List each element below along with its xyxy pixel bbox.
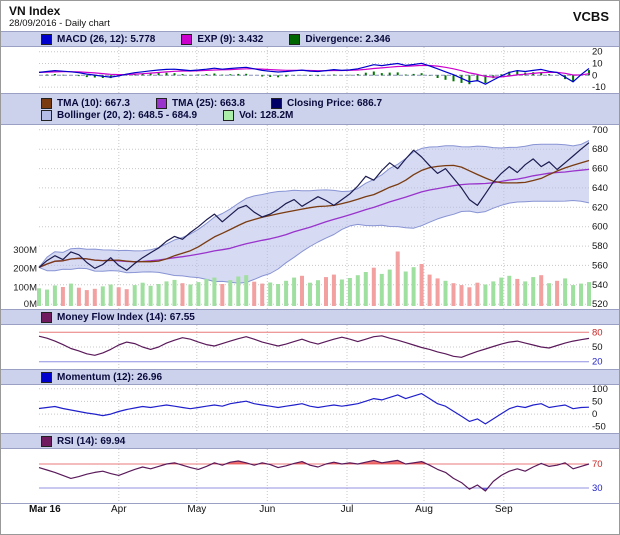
bollinger-legend-label: Bollinger (20, 2): 648.5 - 684.9: [57, 109, 198, 121]
tma10-swatch-icon: [41, 97, 52, 109]
divergence-legend-label: Divergence: 2.346: [305, 33, 391, 45]
price-legend: TMA (10): 667.3 TMA (25): 663.8 Closing …: [1, 93, 619, 125]
svg-text:0M: 0M: [24, 299, 37, 309]
closing-price-swatch-icon: [270, 97, 282, 109]
volume-legend-item: Vol: 128.2M: [223, 109, 294, 121]
svg-text:580: 580: [592, 241, 608, 252]
volume-swatch-icon: [223, 109, 235, 121]
svg-text:700: 700: [592, 125, 608, 136]
tma25-swatch-icon: [155, 97, 167, 109]
momentum-legend-item: Momentum (12): 26.96: [41, 371, 163, 383]
svg-text:80: 80: [592, 327, 603, 338]
svg-text:10: 10: [592, 59, 603, 70]
divergence-legend-item: Divergence: 2.346: [289, 33, 391, 45]
exp-legend-label: EXP (9): 3.432: [197, 33, 264, 45]
x-label-may: May: [187, 504, 207, 515]
momentum-legend: Momentum (12): 26.96: [1, 369, 619, 385]
rsi-plot: 70 30: [1, 449, 619, 504]
svg-text:50: 50: [592, 342, 603, 353]
svg-text:20: 20: [592, 357, 603, 368]
rsi-legend-label: RSI (14): 69.94: [57, 435, 126, 447]
macd-legend-label: MACD (26, 12): 5.778: [57, 33, 156, 45]
macd-legend: MACD (26, 12): 5.778 EXP (9): 3.432 Dive…: [1, 31, 619, 47]
bollinger-legend-item: Bollinger (20, 2): 648.5 - 684.9: [41, 109, 198, 121]
svg-text:-10: -10: [592, 82, 606, 93]
svg-text:560: 560: [592, 260, 608, 271]
svg-text:30: 30: [592, 483, 603, 494]
x-label-sep: Sep: [494, 504, 513, 515]
svg-text:20: 20: [592, 47, 603, 58]
x-label-apr: Apr: [110, 504, 127, 515]
x-label-mar: Mar 16: [29, 504, 61, 515]
svg-text:100: 100: [592, 385, 608, 395]
tma10-legend-label: TMA (10): 667.3: [57, 97, 130, 109]
svg-text:100M: 100M: [13, 282, 37, 293]
tma25-legend-label: TMA (25): 663.8: [171, 97, 245, 109]
macd-swatch-icon: [41, 33, 52, 45]
x-label-jun: Jun: [259, 504, 276, 515]
svg-text:70: 70: [592, 459, 603, 470]
svg-text:520: 520: [592, 299, 608, 309]
mfi-plot: 80 50 20: [38, 325, 603, 369]
tma25-legend-item: TMA (25): 663.8: [155, 97, 245, 109]
momentum-swatch-icon: [41, 371, 52, 383]
exp-legend-item: EXP (9): 3.432: [181, 33, 264, 45]
svg-text:50: 50: [592, 396, 603, 407]
svg-text:-50: -50: [592, 422, 606, 433]
svg-text:0: 0: [592, 409, 597, 420]
svg-text:300M: 300M: [13, 245, 37, 256]
chart-subtitle: 28/09/2016 - Daily chart: [9, 18, 110, 29]
bollinger-swatch-icon: [41, 109, 52, 121]
svg-text:600: 600: [592, 222, 608, 233]
divergence-swatch-icon: [289, 33, 301, 45]
svg-text:0: 0: [592, 70, 597, 81]
mfi-legend-label: Money Flow Index (14): 67.55: [57, 311, 195, 323]
rsi-legend-item: RSI (14): 69.94: [41, 435, 126, 447]
brand-logo: VCBS: [572, 9, 609, 24]
svg-text:660: 660: [592, 164, 608, 175]
momentum-legend-label: Momentum (12): 26.96: [57, 371, 163, 383]
rsi-swatch-icon: [41, 435, 52, 447]
svg-text:680: 680: [592, 144, 608, 155]
macd-legend-item: MACD (26, 12): 5.778: [41, 33, 156, 45]
closing-price-legend-label: Closing Price: 686.7: [286, 97, 383, 109]
rsi-legend: RSI (14): 69.94: [1, 433, 619, 449]
mfi-legend: Money Flow Index (14): 67.55: [1, 309, 619, 325]
svg-text:200M: 200M: [13, 264, 37, 275]
closing-price-legend-item: Closing Price: 686.7: [270, 97, 383, 109]
exp-swatch-icon: [181, 33, 193, 45]
price-volume-plot: 700 680 660 640 620 600 580 560 540 520 300M 200M 10…: [13, 125, 608, 309]
svg-text:620: 620: [592, 202, 608, 213]
tma10-legend-item: TMA (10): 667.3: [41, 97, 130, 109]
x-label-jul: Jul: [340, 504, 354, 515]
x-axis: Mar 16 Apr May Jun Jul Aug Sep: [1, 503, 619, 519]
svg-text:640: 640: [592, 183, 608, 194]
mfi-swatch-icon: [41, 311, 52, 323]
x-label-aug: Aug: [415, 504, 433, 515]
volume-legend-label: Vol: 128.2M: [239, 109, 294, 121]
mfi-legend-item: Money Flow Index (14): 67.55: [41, 311, 195, 323]
svg-text:540: 540: [592, 280, 608, 291]
page-title: VN Index: [9, 4, 61, 18]
